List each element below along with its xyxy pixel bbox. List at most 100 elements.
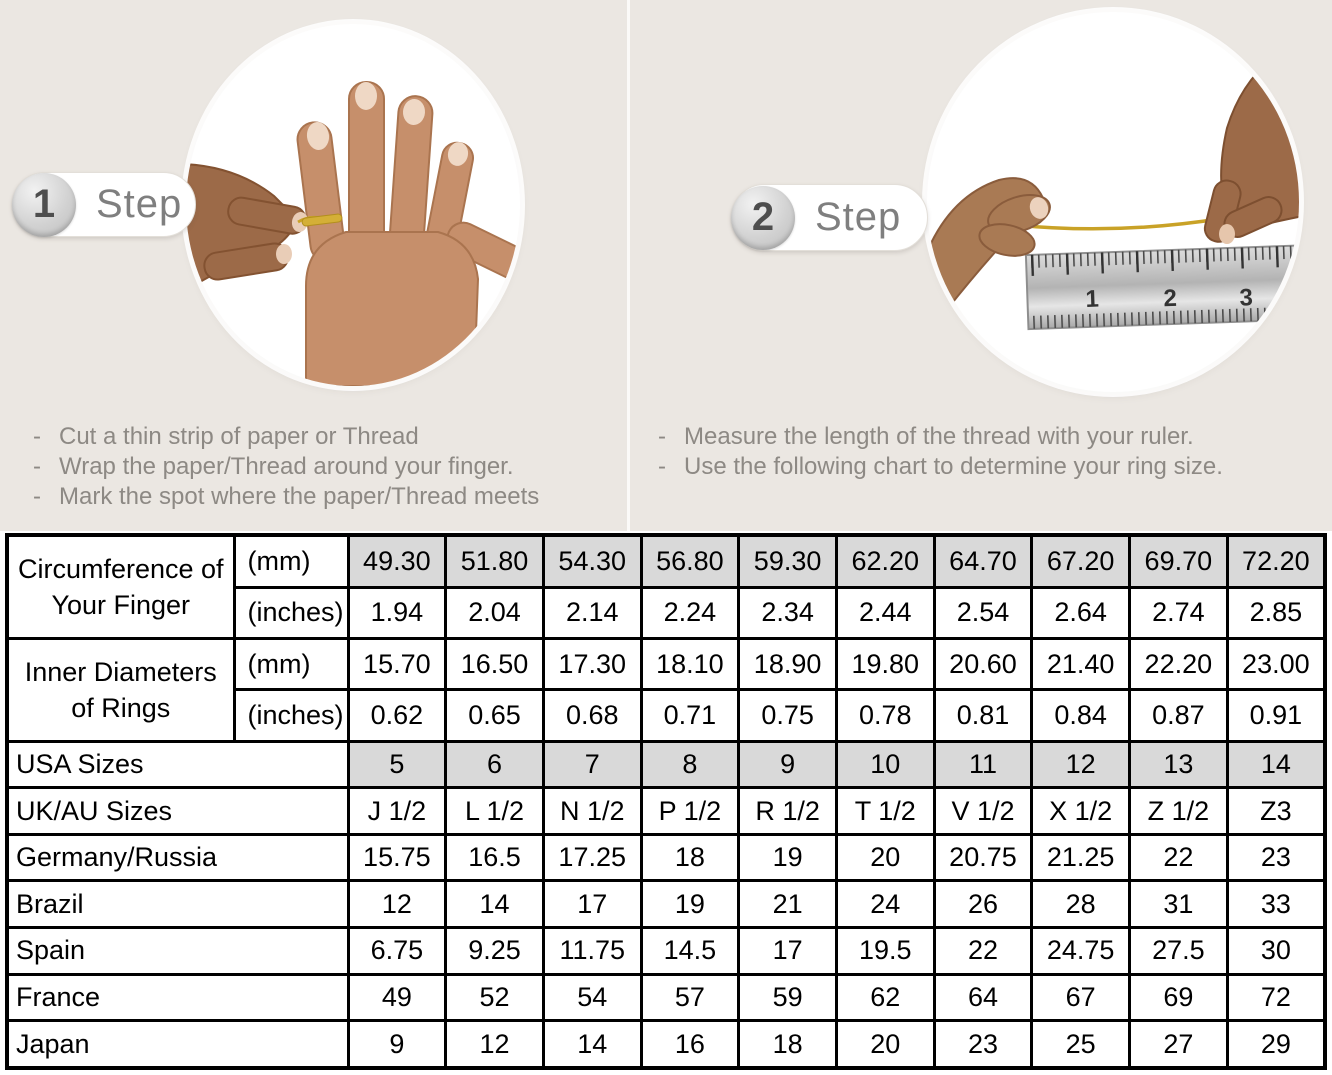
table-cell: 67.20: [1030, 533, 1131, 589]
table-cell: 19.5: [834, 926, 936, 976]
ruler-number: 1: [1085, 286, 1099, 313]
instruction-line: - Measure the length of the thread with …: [658, 422, 1328, 452]
table-cell: 17: [737, 926, 838, 976]
table-cell: 15.75: [346, 832, 448, 883]
table-cell: 0.62: [346, 688, 448, 743]
table-cell: 52: [444, 972, 545, 1023]
table-cell: 33: [1225, 879, 1327, 929]
dash-marker: -: [658, 453, 666, 480]
table-row: Japan 9 12 14 16 18 20 23 25 27 29: [5, 1019, 1327, 1070]
table-cell: 13: [1128, 739, 1229, 790]
hand-photo: [186, 24, 520, 386]
table-cell: 2.74: [1128, 585, 1229, 640]
ring-size-table-body: Circumference of Your Finger (mm) 49.30 51.…: [5, 533, 1327, 1070]
table-cell: 16: [639, 1019, 741, 1070]
table-cell: 0.75: [737, 688, 838, 743]
table-cell: 0.78: [834, 688, 936, 743]
table-cell: 19: [737, 832, 838, 883]
dash-marker: -: [658, 423, 666, 450]
table-cell: 21: [737, 879, 838, 929]
panel-divider: [627, 0, 630, 531]
table-cell: J 1/2: [346, 786, 448, 836]
table-cell: 51.80: [444, 533, 545, 589]
table-cell: 64.70: [932, 533, 1034, 589]
step2-badge: 2 Step: [731, 184, 928, 251]
table-cell: 14: [1225, 739, 1327, 790]
table-cell: 22.20: [1128, 636, 1229, 692]
step2-instructions: - Measure the length of the thread with …: [658, 422, 1328, 482]
table-cell: 2.44: [834, 585, 936, 640]
table-cell: 31: [1128, 879, 1229, 929]
table-cell: 12: [1030, 739, 1131, 790]
table-cell: 2.34: [737, 585, 838, 640]
table-cell: 57: [639, 972, 741, 1023]
row-label-cell: USA Sizes: [5, 739, 350, 790]
table-cell: Z 1/2: [1128, 786, 1229, 836]
table-cell: 17.30: [541, 636, 643, 692]
table-row: Germany/Russia 15.75 16.5 17.25 18 19 20 20.75 2…: [5, 832, 1327, 883]
row-label-cell: UK/AU Sizes: [5, 786, 350, 836]
row-label-cell: Spain: [5, 926, 350, 976]
hand-illustration: [186, 81, 520, 386]
unit-cell: (mm): [232, 636, 350, 692]
table-cell: 18: [737, 1019, 838, 1070]
table-cell: 12: [346, 879, 448, 929]
table-row: Brazil 12 14 17 19 21 24 26 28 31 33: [5, 879, 1327, 929]
instruction-line: - Use the following chart to determine y…: [658, 452, 1328, 482]
table-cell: 49: [346, 972, 448, 1023]
table-cell: 0.84: [1030, 688, 1131, 743]
table-cell: 12: [444, 1019, 545, 1070]
table-cell: 18.90: [737, 636, 838, 692]
table-cell: 18: [639, 832, 741, 883]
table-cell: 62: [834, 972, 936, 1023]
instruction-text: Mark the spot where the paper/Thread mee…: [59, 483, 540, 510]
instruction-line: - Mark the spot where the paper/Thread m…: [33, 482, 623, 512]
table-cell: 29: [1225, 1019, 1327, 1070]
table-cell: R 1/2: [737, 786, 838, 836]
table-cell: 9.25: [444, 926, 545, 976]
ruler-illustration: 1 2 3: [927, 40, 1299, 339]
table-cell: 54: [541, 972, 643, 1023]
table-cell: 69.70: [1128, 533, 1229, 589]
table-cell: 2.54: [932, 585, 1034, 640]
table-cell: 59.30: [737, 533, 838, 589]
table-cell: 28: [1030, 879, 1131, 929]
dash-marker: -: [33, 453, 41, 480]
unit-cell: (mm): [232, 533, 350, 589]
table-cell: 7: [541, 739, 643, 790]
table-cell: 49.30: [346, 533, 448, 589]
table-cell: 0.91: [1225, 688, 1327, 743]
step2-label: Step: [815, 195, 902, 239]
table-cell: 20.75: [932, 832, 1034, 883]
table-cell: 16.5: [444, 832, 545, 883]
table-cell: 5: [346, 739, 448, 790]
table-cell: T 1/2: [834, 786, 936, 836]
table-cell: 9: [737, 739, 838, 790]
unit-cell: (inches): [232, 688, 350, 743]
step1-badge: 1 Step: [12, 172, 196, 237]
row-label-cell: Japan: [5, 1019, 350, 1070]
size-chart-section: Circumference of Your Finger (mm) 49.30 51.…: [5, 533, 1327, 1070]
table-cell: 21.25: [1030, 832, 1131, 883]
table-row: UK/AU Sizes J 1/2 L 1/2 N 1/2 P 1/2 R 1/2 T 1/…: [5, 786, 1327, 836]
table-cell: 19: [639, 879, 741, 929]
table-row: USA Sizes 5 6 7 8 9 10 11 12 13 14: [5, 739, 1327, 790]
table-cell: L 1/2: [444, 786, 545, 836]
instruction-text: Use the following chart to determine you…: [684, 453, 1223, 480]
table-cell: 19.80: [834, 636, 936, 692]
table-cell: 11.75: [541, 926, 643, 976]
table-cell: 69: [1128, 972, 1229, 1023]
table-cell: 14: [541, 1019, 643, 1070]
table-row: France 49 52 54 57 59 62 64 67 69 72: [5, 972, 1327, 1023]
instructions-section: 1 Step - Cut a thin strip of paper or Th…: [0, 0, 1332, 531]
table-cell: 9: [346, 1019, 448, 1070]
table-cell: 64: [932, 972, 1034, 1023]
table-cell: 2.64: [1030, 585, 1131, 640]
table-cell: 6.75: [346, 926, 448, 976]
table-cell: 21.40: [1030, 636, 1131, 692]
table-cell: 20: [834, 1019, 936, 1070]
instruction-line: - Wrap the paper/Thread around your fing…: [33, 452, 623, 482]
ruler-photo: 1 2 3: [927, 12, 1299, 392]
table-cell: 67: [1030, 972, 1131, 1023]
table-cell: N 1/2: [541, 786, 643, 836]
